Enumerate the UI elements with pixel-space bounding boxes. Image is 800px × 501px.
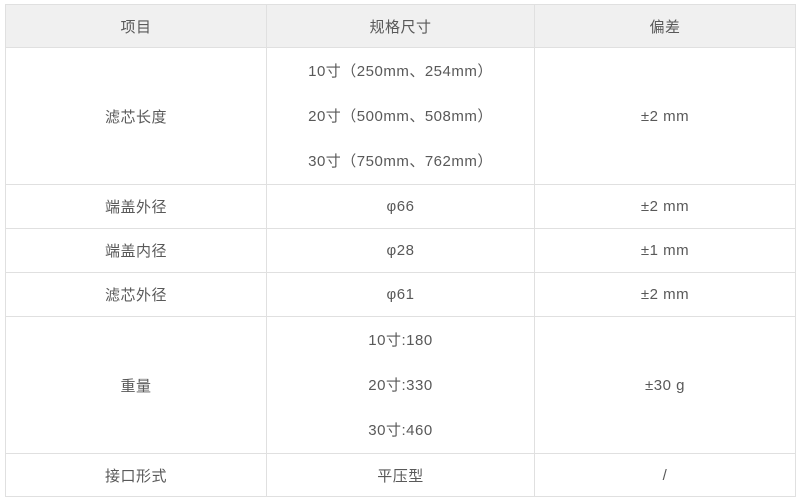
deviation-cell: ±2 mm	[534, 184, 796, 229]
item-cell: 端盖外径	[5, 184, 267, 229]
spec-cell: φ66	[266, 184, 535, 229]
spec-line: 20寸（500mm、508mm）	[308, 107, 493, 125]
spec-cell: 平压型	[266, 453, 535, 497]
spec-line: 10寸:180	[368, 331, 433, 349]
item-cell: 接口形式	[5, 453, 267, 497]
spec-line: 10寸（250mm、254mm）	[308, 62, 493, 80]
column-header-item: 项目	[5, 4, 267, 48]
row-interface-type: 接口形式 平压型 /	[5, 453, 796, 497]
spec-cell: φ28	[266, 228, 535, 273]
item-cell: 滤芯外径	[5, 272, 267, 317]
spec-table-header: 项目 规格尺寸 偏差	[5, 4, 796, 48]
row-endcap-outer-diameter: 端盖外径 φ66 ±2 mm	[5, 184, 796, 229]
row-endcap-inner-diameter: 端盖内径 φ28 ±1 mm	[5, 228, 796, 273]
deviation-cell: ±30 g	[534, 316, 796, 454]
spec-line: 30寸（750mm、762mm）	[308, 152, 493, 170]
row-filter-length: 滤芯长度 10寸（250mm、254mm） 20寸（500mm、508mm） 3…	[5, 47, 796, 185]
column-header-spec: 规格尺寸	[266, 4, 535, 48]
item-cell: 滤芯长度	[5, 47, 267, 185]
deviation-cell: ±2 mm	[534, 47, 796, 185]
header-row: 项目 规格尺寸 偏差	[5, 4, 796, 48]
row-weight: 重量 10寸:180 20寸:330 30寸:460 ±30 g	[5, 316, 796, 454]
spec-line: 20寸:330	[368, 376, 433, 394]
deviation-cell: ±2 mm	[534, 272, 796, 317]
spec-table: 项目 规格尺寸 偏差 滤芯长度 10寸（250mm、254mm） 20寸（500…	[5, 4, 796, 497]
spec-cell: 10寸:180 20寸:330 30寸:460	[266, 316, 535, 454]
spec-cell: 10寸（250mm、254mm） 20寸（500mm、508mm） 30寸（75…	[266, 47, 535, 185]
column-header-deviation: 偏差	[534, 4, 796, 48]
deviation-cell: /	[534, 453, 796, 497]
row-filter-outer-diameter: 滤芯外径 φ61 ±2 mm	[5, 272, 796, 317]
spec-line: 30寸:460	[368, 421, 433, 439]
item-cell: 重量	[5, 316, 267, 454]
spec-table-body: 滤芯长度 10寸（250mm、254mm） 20寸（500mm、508mm） 3…	[5, 47, 796, 497]
deviation-cell: ±1 mm	[534, 228, 796, 273]
spec-cell: φ61	[266, 272, 535, 317]
item-cell: 端盖内径	[5, 228, 267, 273]
